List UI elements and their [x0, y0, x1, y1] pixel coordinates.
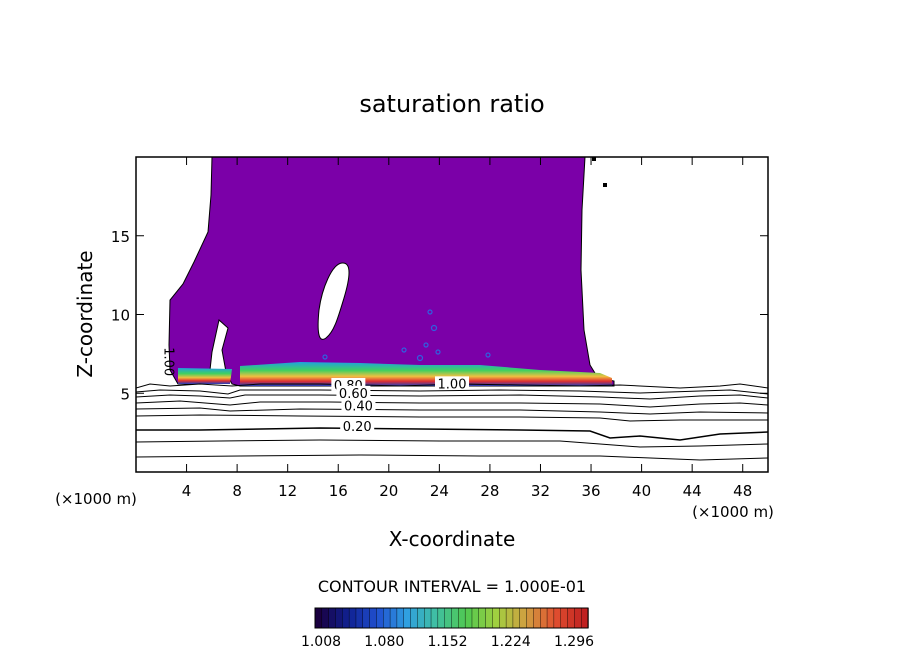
contour-label: 1.00 — [438, 377, 467, 392]
chart-title: saturation ratio — [359, 90, 544, 118]
colorbar-cell — [546, 607, 555, 629]
colorbar-cell — [512, 607, 521, 629]
colorbar-cell — [362, 607, 371, 629]
colorbar-frame — [314, 607, 589, 629]
colorbar-cell — [567, 607, 576, 629]
colorbar-cell — [574, 607, 582, 629]
colorbar-cell — [355, 607, 364, 629]
y-axis-ticks: 5 10 15 — [111, 228, 768, 403]
colorbar-tick-label: 1.008 — [301, 634, 341, 650]
colorbar-cell — [430, 607, 439, 629]
contour-interval-text: CONTOUR INTERVAL = 1.000E-01 — [318, 577, 586, 596]
contour-label-bg — [336, 385, 371, 399]
colorbar: 1.008 1.080 1.152 1.224 1.296 — [301, 607, 594, 650]
supersaturation-band-left — [178, 368, 232, 384]
colorbar-cell — [505, 607, 514, 629]
colorbar-cell — [553, 607, 562, 629]
colorbar-cell — [499, 607, 507, 629]
x-tick-label: 24 — [430, 482, 449, 500]
colorbar-cell — [403, 607, 412, 629]
x-unit-label-right: (×1000 m) — [692, 503, 774, 521]
detached-cloud-specks — [592, 157, 607, 187]
x-tick-label: 40 — [632, 482, 651, 500]
x-tick-label: 16 — [329, 482, 348, 500]
x-tick-label: 12 — [278, 482, 297, 500]
colorbar-cell — [396, 607, 405, 629]
colorbar-cell — [335, 607, 344, 629]
colorbar-cell — [389, 607, 398, 629]
contour-label: 1.00 — [161, 347, 176, 376]
contour-label-bg — [340, 418, 375, 432]
colorbar-cell — [478, 607, 487, 629]
colorbar-cell — [348, 607, 357, 629]
contour-label: 0.60 — [339, 387, 368, 402]
x-axis-ticks: 4 8 12 16 20 24 28 32 36 40 44 48 — [182, 157, 752, 500]
contour-label: 0.20 — [343, 420, 372, 435]
colorbar-cell — [314, 607, 323, 629]
x-tick-label: 20 — [379, 482, 398, 500]
colorbar-cell — [376, 607, 384, 629]
colorbar-cell — [369, 607, 378, 629]
x-tick-label: 28 — [480, 482, 499, 500]
x-unit-label-left: (×1000 m) — [55, 490, 137, 508]
colorbar-cell — [417, 607, 425, 629]
colorbar-tick-label: 1.152 — [427, 634, 467, 650]
colorbar-cell — [492, 607, 500, 629]
x-tick-label: 44 — [683, 482, 702, 500]
colorbar-tick-label: 1.080 — [364, 634, 404, 650]
colorbar-cell — [519, 607, 528, 629]
colorbar-cell — [580, 607, 589, 629]
colorbar-cell — [540, 607, 548, 629]
colorbar-cell — [533, 607, 541, 629]
colorbar-cell — [424, 607, 432, 629]
cloud-region — [168, 157, 615, 387]
x-tick-label: 32 — [531, 482, 550, 500]
colorbar-cell — [321, 607, 330, 629]
contour-labels: 1.001.000.800.600.400.20 — [161, 347, 469, 435]
cloud-hole — [317, 262, 350, 340]
contour-label-bg — [341, 398, 376, 412]
x-axis-label: X-coordinate — [389, 527, 516, 551]
x-tick-label: 4 — [182, 482, 192, 500]
x-tick-label: 36 — [581, 482, 600, 500]
colorbar-cell — [383, 607, 391, 629]
colorbar-tick-label: 1.224 — [491, 634, 531, 650]
colorbar-tick-labels: 1.008 1.080 1.152 1.224 1.296 — [301, 634, 594, 650]
colorbar-cell — [328, 607, 337, 629]
contour-lines — [136, 383, 768, 461]
colorbar-cell — [437, 607, 446, 629]
colorbar-cells — [314, 607, 589, 629]
colorbar-cell — [485, 607, 494, 629]
colorbar-cell — [471, 607, 480, 629]
colorbar-cell — [458, 607, 466, 629]
y-tick-label: 5 — [120, 385, 130, 403]
contour-label: 0.40 — [344, 399, 373, 414]
colorbar-cell — [526, 607, 535, 629]
cloud-fragments — [322, 309, 491, 362]
x-tick-label: 48 — [733, 482, 752, 500]
plot-area — [136, 157, 768, 461]
colorbar-cell — [451, 607, 460, 629]
y-axis-label: Z-coordinate — [73, 250, 97, 377]
y-tick-label: 10 — [111, 307, 130, 325]
colorbar-tick-label: 1.296 — [554, 634, 594, 650]
y-tick-label: 15 — [111, 228, 130, 246]
x-tick-label: 8 — [232, 482, 242, 500]
contour-label-bg — [435, 376, 469, 390]
colorbar-cell — [410, 607, 419, 629]
colorbar-cell — [342, 607, 350, 629]
colorbar-cell — [560, 607, 569, 629]
colorbar-cell — [444, 607, 453, 629]
colorbar-cell — [464, 607, 473, 629]
